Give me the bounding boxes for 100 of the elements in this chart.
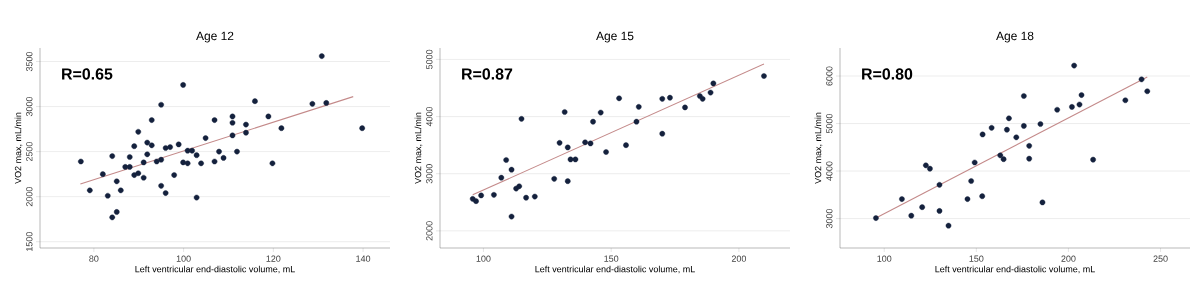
point [919,204,925,210]
point [78,158,84,165]
point [597,109,604,116]
point [561,109,568,115]
x-tick-label: 200 [1061,255,1076,262]
point [117,187,124,194]
point [158,101,164,108]
point [923,162,929,169]
point [211,117,218,123]
y-tick-label: 3000 [426,164,433,184]
point [229,113,236,120]
point [109,214,116,221]
point [707,89,714,96]
point [229,119,236,126]
point [104,192,111,199]
point [131,143,138,149]
point [1021,123,1027,129]
point [148,142,155,149]
point [590,118,596,125]
point [198,160,204,167]
point [979,131,986,138]
point [100,171,106,177]
point [1000,156,1007,162]
point [1054,106,1060,113]
chart-title: Age 18 [996,31,1034,43]
point [936,182,943,188]
point [135,128,142,135]
point [180,159,186,166]
point [567,156,574,163]
point [667,94,673,101]
point [211,158,218,165]
point [278,125,285,131]
point [122,164,129,170]
y-tick-label: 3000 [826,208,833,229]
point [87,187,93,194]
point [252,98,258,104]
y-tick-label: 2000 [426,221,433,241]
point [508,213,515,220]
point [582,139,588,146]
point [126,154,133,160]
point [603,149,609,155]
point [148,117,155,123]
point [616,95,622,102]
point [516,183,522,190]
point [144,139,151,146]
y-tick-label: 2000 [26,187,33,207]
point [964,196,971,202]
y-tick-label: 5000 [826,113,833,134]
point [1039,199,1046,206]
point [234,148,240,155]
point [189,147,195,154]
x-tick-label: 100 [476,255,491,262]
x-axis-title: Left ventricular end-diastolic volume, mL [535,265,695,274]
y-tick-label: 4000 [426,106,433,127]
point [1071,62,1077,69]
point [1069,104,1075,110]
point [135,170,142,177]
point [319,53,325,59]
point [1090,156,1096,163]
point [184,160,191,167]
point [140,174,147,181]
point [1026,155,1032,162]
point [184,147,191,154]
point [162,190,169,196]
point [1006,115,1012,122]
point [1138,76,1145,83]
point [126,164,133,170]
point [936,208,943,214]
point [968,178,974,184]
point [710,80,717,87]
x-tick-label: 200 [731,255,747,262]
point [1122,97,1129,104]
point [1076,101,1083,108]
x-tick-label: 150 [604,255,619,262]
point [1021,93,1027,99]
point [220,155,227,161]
y-axis-title: VO2 max, mL/min [414,112,423,184]
point [945,222,952,229]
point [908,212,915,219]
point [1078,92,1085,98]
point [109,153,116,159]
point [1004,126,1010,133]
y-tick-label: 2500 [26,141,33,162]
point [623,142,629,148]
chart-title: Age 12 [196,31,234,43]
point [478,192,484,199]
x-tick-label: 100 [176,255,191,262]
point [633,118,640,125]
point [1037,121,1044,127]
point [508,166,515,173]
annotation: R=0.65 [62,68,113,80]
y-tick-label: 4000 [826,161,833,181]
y-tick-label: 5000 [426,49,433,70]
point [309,101,316,107]
point [193,194,200,201]
point [158,183,164,189]
point [359,125,365,131]
point [269,160,276,167]
point [193,152,200,158]
point [180,82,186,88]
